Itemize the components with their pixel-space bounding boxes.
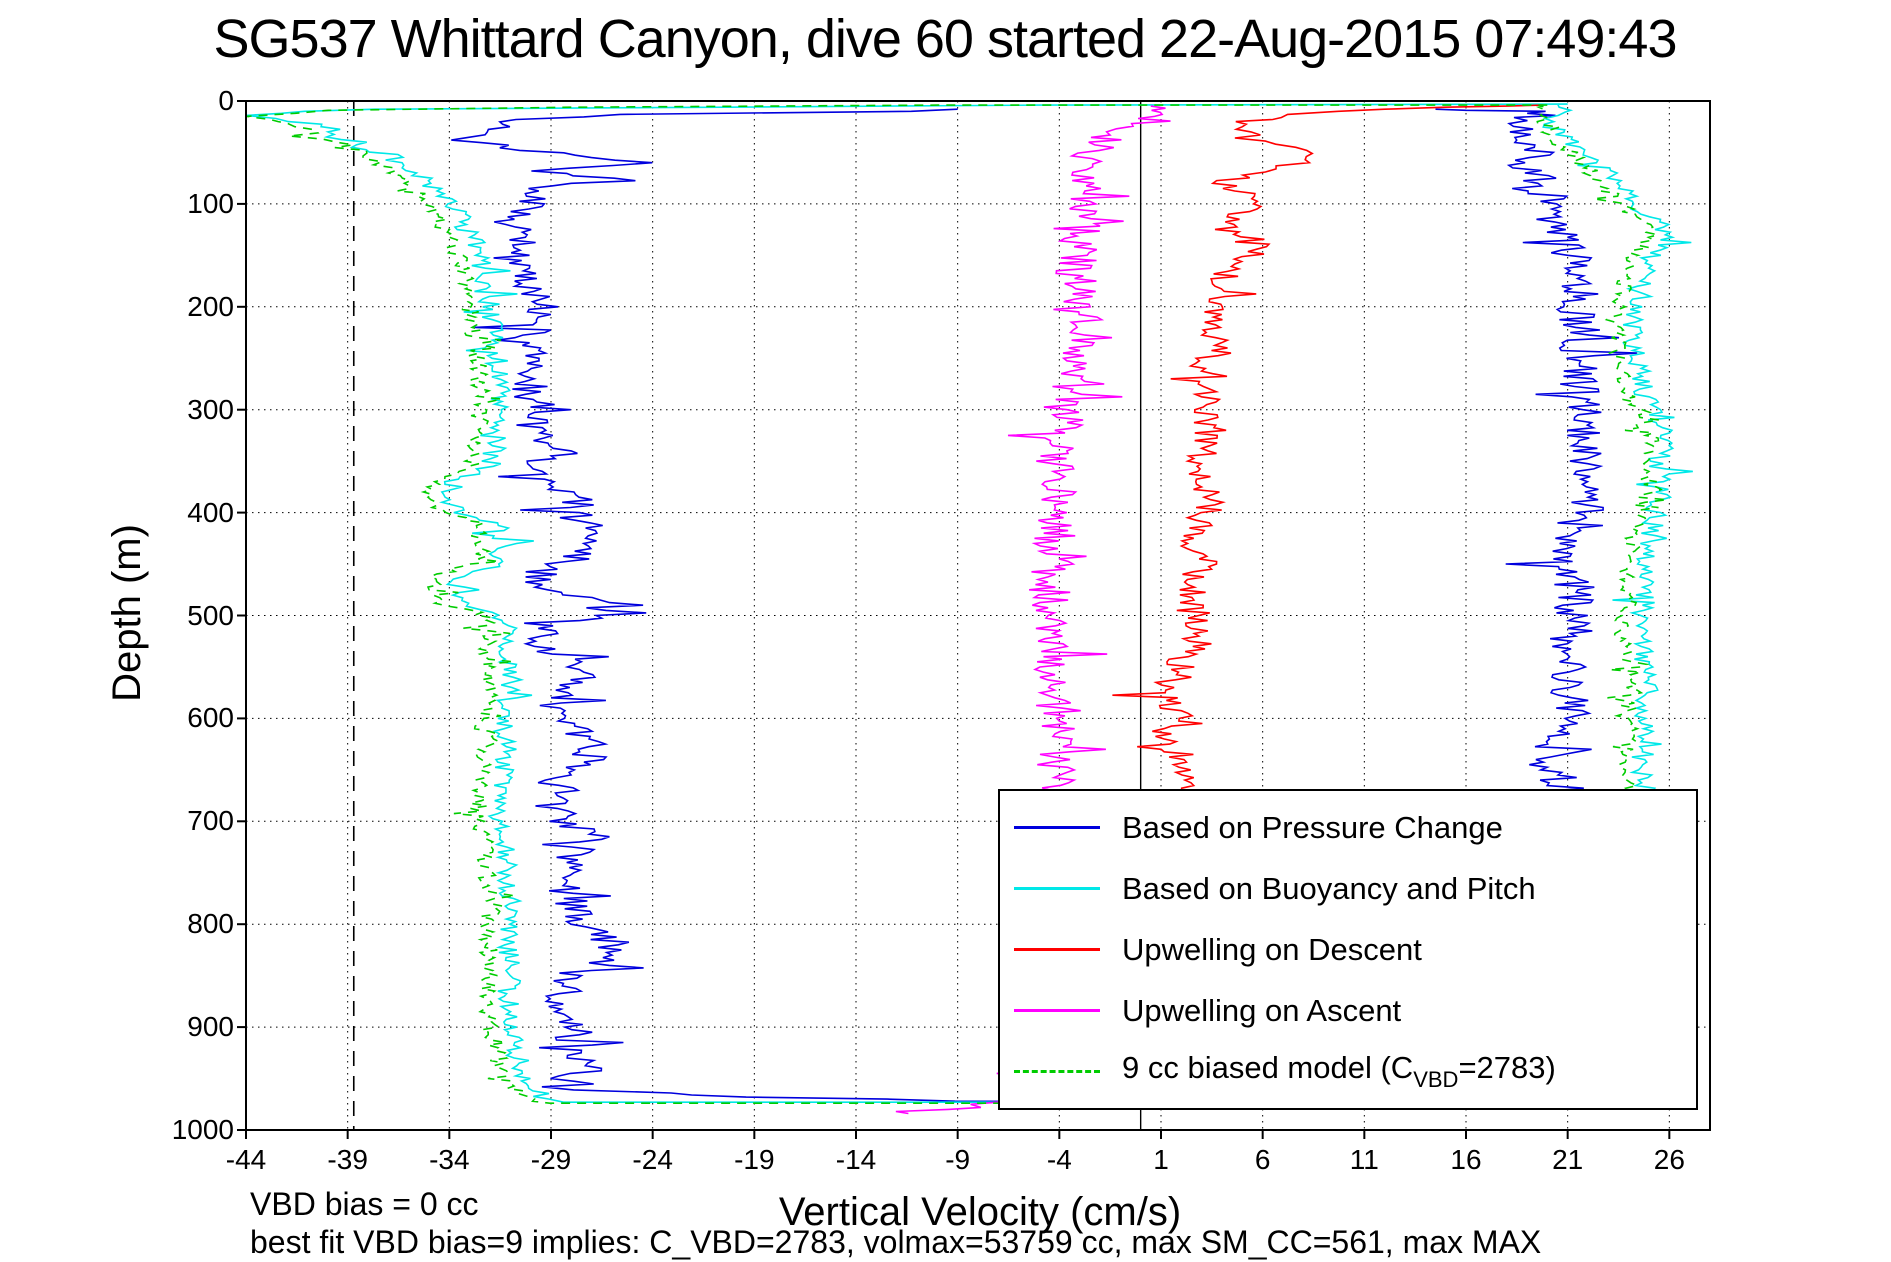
y-tick-label: 200 [187,290,234,322]
x-axis-label: Vertical Velocity (cm/s) [778,1190,1182,1234]
x-tick-label: -9 [945,1144,971,1175]
x-tick-label: 26 [1653,1144,1685,1175]
series-line-0 [451,108,1638,1104]
x-tick-label: 11 [1349,1144,1379,1175]
x-tick-label: 16 [1450,1144,1482,1175]
x-tick-label: -24 [632,1144,673,1175]
x-tick-label: -34 [429,1144,470,1175]
legend-item-4: 9 cc biased model (CVBD=2783) [1000,1043,1696,1101]
chart-title: SG537 Whittard Canyon, dive 60 started 2… [213,9,1678,69]
legend-item-3: Upwelling on Ascent [1000,982,1696,1040]
y-tick-label: 0 [218,85,234,116]
x-tick-label: -44 [225,1144,267,1175]
y-tick-label: 400 [187,496,234,528]
legend-label: Based on Pressure Change [1122,809,1503,845]
series-line-4 [245,104,1668,1104]
x-tick-label: -19 [734,1144,775,1175]
y-tick-label: 600 [187,702,234,734]
solid-line-icon [1014,826,1100,829]
legend-line-sample [1014,887,1100,890]
x-tick-label: -4 [1046,1144,1072,1175]
legend-box: Based on Pressure Change Based on Buoyanc… [998,789,1698,1110]
legend-item-0: Based on Pressure Change [1000,799,1696,857]
legend-label-subscript: VBD [1413,1067,1459,1092]
legend-item-2: Upwelling on Descent [1000,921,1696,979]
legend-label: Upwelling on Descent [1122,931,1422,967]
legend-label: Based on Buoyancy and Pitch [1122,870,1536,906]
solid-line-icon [1014,887,1100,890]
y-tick-label: 100 [187,187,234,219]
y-tick-label: 800 [187,908,234,940]
x-tick-label: 1 [1153,1144,1169,1175]
y-tick-label: 1000 [171,1114,234,1145]
y-tick-label: 900 [187,1011,234,1043]
series-line-1 [245,103,1693,1103]
y-tick-label: 700 [187,805,234,837]
y-tick-label: 300 [187,393,234,425]
legend-label: Upwelling on Ascent [1122,992,1402,1028]
x-tick-label: 21 [1552,1144,1584,1175]
x-tick-label: -29 [530,1144,572,1175]
x-tick-label: 6 [1254,1144,1271,1175]
legend-line-sample [1014,826,1100,829]
solid-line-icon [1014,948,1100,951]
legend-label: 9 cc biased model (CVBD=2783) [1122,1050,1556,1092]
dashed-line-icon [1014,1070,1100,1073]
solid-line-icon [1014,1009,1100,1012]
legend-line-sample [1014,948,1100,951]
x-tick-label: -39 [327,1144,368,1175]
x-tick-label: -14 [835,1144,877,1175]
best-fit-annotation: best fit VBD bias=9 implies: C_VBD=2783,… [250,1224,1542,1260]
vbd-bias-annotation: VBD bias = 0 cc [250,1186,479,1222]
y-tick-label: 500 [187,599,234,631]
legend-line-sample [1014,1009,1100,1012]
legend-line-sample [1014,1070,1100,1073]
legend-item-1: Based on Buoyancy and Pitch [1000,860,1696,918]
